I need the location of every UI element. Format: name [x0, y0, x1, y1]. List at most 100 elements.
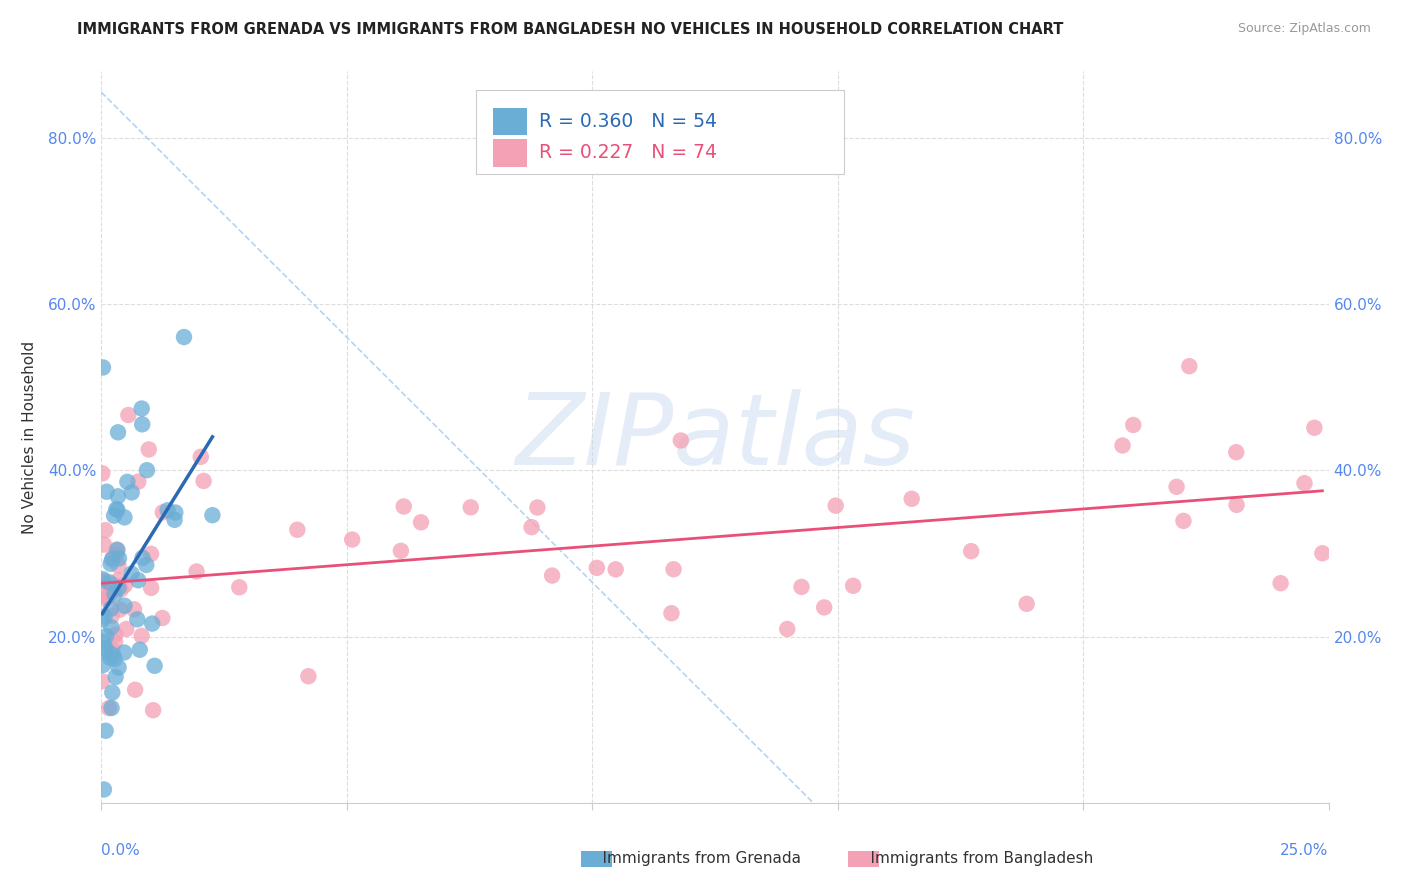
Point — [409, 516, 432, 530]
Text: Source: ZipAtlas.com: Source: ZipAtlas.com — [1237, 22, 1371, 36]
Point — [1015, 597, 1038, 611]
Point — [190, 450, 212, 464]
Point — [127, 574, 149, 588]
Point — [93, 574, 115, 589]
Point — [100, 608, 122, 623]
Point — [96, 484, 118, 499]
Point — [389, 544, 412, 558]
Point — [824, 499, 846, 513]
Point — [460, 500, 482, 515]
Point — [121, 566, 143, 581]
Point — [173, 330, 195, 344]
Point — [1312, 546, 1334, 560]
Point — [141, 616, 163, 631]
Text: 25.0%: 25.0% — [1281, 843, 1329, 858]
Point — [135, 558, 157, 572]
Point — [392, 500, 415, 514]
Point — [104, 579, 127, 593]
Point — [128, 642, 150, 657]
Point — [94, 629, 117, 643]
Point — [900, 491, 922, 506]
Text: R = 0.227   N = 74: R = 0.227 N = 74 — [540, 144, 717, 162]
Point — [143, 658, 166, 673]
Point — [605, 562, 627, 576]
Text: 0.0%: 0.0% — [101, 843, 141, 858]
Point — [142, 703, 165, 717]
Point — [163, 513, 186, 527]
Point — [186, 565, 208, 579]
Point — [285, 523, 308, 537]
Point — [91, 360, 114, 375]
Point — [91, 572, 114, 586]
Point — [105, 503, 128, 517]
Text: R = 0.360   N = 54: R = 0.360 N = 54 — [540, 112, 717, 131]
Point — [661, 606, 683, 620]
Point — [131, 550, 153, 565]
Point — [104, 548, 127, 562]
Point — [114, 599, 136, 613]
Text: Immigrants from Grenada: Immigrants from Grenada — [583, 851, 801, 865]
Point — [842, 579, 865, 593]
Point — [114, 578, 136, 592]
Y-axis label: No Vehicles in Household: No Vehicles in Household — [21, 341, 37, 533]
Point — [101, 552, 124, 566]
Point — [139, 547, 162, 561]
Point — [91, 588, 114, 602]
Point — [1270, 576, 1292, 591]
Point — [91, 574, 114, 589]
Point — [1226, 498, 1249, 512]
Point — [117, 475, 139, 489]
Point — [297, 669, 319, 683]
Point — [103, 508, 125, 523]
Point — [127, 612, 149, 626]
Point — [105, 502, 128, 516]
Point — [107, 543, 129, 558]
Point — [94, 591, 117, 606]
Point — [1178, 359, 1201, 374]
Point — [201, 508, 224, 523]
Point — [93, 782, 115, 797]
Point — [103, 587, 125, 601]
Point — [669, 434, 692, 448]
Point — [107, 581, 129, 595]
Bar — [475, 90, 844, 174]
Point — [91, 634, 114, 648]
Point — [100, 701, 122, 715]
Point — [112, 646, 135, 660]
Point — [124, 682, 146, 697]
Point — [139, 581, 162, 595]
Point — [97, 701, 120, 715]
Point — [91, 674, 114, 689]
Point — [91, 613, 114, 627]
Point — [790, 580, 813, 594]
Point — [101, 685, 124, 699]
Point — [136, 463, 159, 477]
Point — [108, 551, 131, 566]
Point — [107, 425, 129, 440]
Point — [1225, 445, 1247, 459]
Point — [105, 542, 128, 557]
Point — [96, 644, 118, 658]
Point — [104, 670, 127, 684]
Point — [1294, 476, 1316, 491]
Point — [100, 620, 122, 634]
Point — [104, 627, 127, 641]
Point — [1111, 438, 1133, 452]
Point — [110, 582, 132, 597]
Point — [662, 562, 685, 576]
Point — [94, 723, 117, 738]
Point — [586, 561, 609, 575]
Point — [1303, 421, 1326, 435]
Point — [114, 510, 136, 524]
Text: Immigrants from Bangladesh: Immigrants from Bangladesh — [851, 851, 1092, 865]
Point — [150, 611, 173, 625]
Point — [93, 609, 115, 624]
Text: IMMIGRANTS FROM GRENADA VS IMMIGRANTS FROM BANGLADESH NO VEHICLES IN HOUSEHOLD C: IMMIGRANTS FROM GRENADA VS IMMIGRANTS FR… — [77, 22, 1064, 37]
Point — [541, 568, 564, 582]
Point — [131, 629, 153, 643]
Point — [104, 652, 127, 666]
Point — [107, 573, 129, 587]
Point — [121, 485, 143, 500]
Point — [103, 550, 125, 565]
Point — [1173, 514, 1195, 528]
